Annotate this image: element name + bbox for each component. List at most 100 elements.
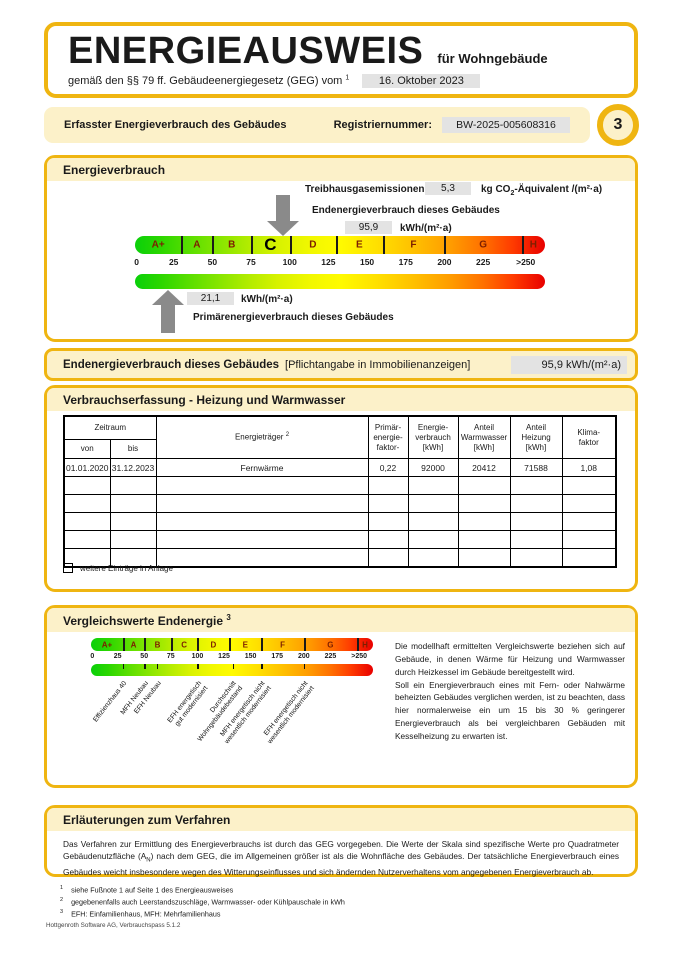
footnote-text: EFH: Einfamilienhaus, MFH: Mehrfamilienh… xyxy=(71,909,221,919)
page-number-badge: 3 xyxy=(597,104,639,146)
end-energy-value-field: 95,9 xyxy=(345,221,392,234)
scale-tick: 100 xyxy=(191,653,204,660)
mandatory-value-field: 95,9 kWh/(m²·a) xyxy=(511,355,627,374)
table-cell-empty xyxy=(367,476,409,495)
efficiency-class-bar: A+ A B C D E F G H xyxy=(135,235,545,254)
scale-separator xyxy=(303,638,306,651)
comparison-notch xyxy=(156,664,159,669)
col-header-pef: Primär- energie- faktor- xyxy=(367,415,409,459)
col-header-von: von xyxy=(63,439,111,459)
band-label: Erfasster Energieverbrauch des Gebäudes xyxy=(64,119,287,131)
more-entries-checkbox[interactable] xyxy=(63,563,73,573)
comparison-notch xyxy=(197,664,199,669)
section-title-vergleichswerte: Vergleichswerte Endenergie 3 xyxy=(47,608,635,632)
scale-class-H: H xyxy=(529,239,538,251)
consumption-table: Zeitraum Energieträger 2 Primär- energie… xyxy=(63,415,617,568)
scale-tick: 75 xyxy=(246,257,256,267)
col-header-anteil-heizung: Anteil Heizung [kWh] xyxy=(509,415,563,459)
comparison-scale: A+ A B C D E F G H 0 25 50 75 100 125 150 175 200 225 >250… xyxy=(90,638,373,783)
vergleichswerte-body: A+ A B C D E F G H 0 25 50 75 100 125 150 175 200 225 >250… xyxy=(47,632,635,783)
law-date-field: 16. Oktober 2023 xyxy=(362,74,481,88)
section-title-verbrauchserfassung: Verbrauchserfassung - Heizung und Warmwa… xyxy=(47,388,635,411)
footnote-text: siehe Fußnote 1 auf Seite 1 des Energiea… xyxy=(71,885,234,895)
table-cell: 20412 xyxy=(457,458,511,477)
comparison-gradient-bar xyxy=(91,664,373,676)
registry-number-field: BW-2025-005608316 xyxy=(442,117,570,133)
scale-tick: 25 xyxy=(168,257,179,267)
scale-tick: 225 xyxy=(324,653,337,660)
title-row: ENERGIEAUSWEIS für Wohngebäude xyxy=(68,30,548,72)
section-verbrauchserfassung: Verbrauchserfassung - Heizung und Warmwa… xyxy=(44,385,638,592)
table-cell-empty xyxy=(155,512,369,531)
scale-tick: 100 xyxy=(282,257,297,267)
table-cell-empty xyxy=(109,530,157,549)
table-cell-empty xyxy=(457,494,511,513)
footnote-line: 2 gegebenenfalls auch Leerstandszuschläge… xyxy=(60,896,345,908)
table-cell-empty xyxy=(155,548,369,568)
primary-energy-gradient-bar xyxy=(135,274,545,289)
explanation-paragraph: Das Verfahren zur Ermittlung des Energie… xyxy=(63,839,619,878)
scale-separator xyxy=(181,236,184,254)
table-cell-empty xyxy=(155,530,369,549)
table-row xyxy=(63,512,617,531)
comparison-labels: Effizienzhaus 40 MFH Neubau EFH Neubau EFH … xyxy=(91,680,373,780)
table-cell-empty xyxy=(407,530,459,549)
table-row xyxy=(63,548,617,568)
table-cell: 71588 xyxy=(509,458,563,477)
table-cell: 0,22 xyxy=(367,458,409,477)
table-cell-empty xyxy=(155,494,369,513)
comparison-notch xyxy=(261,664,263,669)
header-box: ENERGIEAUSWEIS für Wohngebäude gemäß den… xyxy=(44,22,638,98)
table-cell-empty xyxy=(63,530,111,549)
page-title: ENERGIEAUSWEIS xyxy=(68,30,424,72)
scale-class-B: B xyxy=(228,239,236,251)
col-header-anteil-warmwasser: Anteil Warmwasser [kWh] xyxy=(457,415,511,459)
table-cell-empty xyxy=(457,530,511,549)
section-energieverbrauch: Energieverbrauch Treibhausgasemissionen … xyxy=(44,155,638,342)
mandatory-note: [Pflichtangabe in Immobilienanzeigen] xyxy=(285,358,471,371)
table-cell-empty xyxy=(407,476,459,495)
section-vergleichswerte: Vergleichswerte Endenergie 3 A+ A B C D E F G H … xyxy=(44,605,638,788)
mandatory-value-band: Endenergieverbrauch dieses Gebäudes [Pfl… xyxy=(44,348,638,381)
table-cell-empty xyxy=(407,512,459,531)
comparison-text: Die modellhaft ermittelten Vergleichswer… xyxy=(395,640,625,743)
primary-energy-unit: kWh/(m²·a) xyxy=(241,294,293,305)
table-cell-empty xyxy=(367,530,409,549)
comparison-paragraph-2: Soll ein Energieverbrauch eines mit Fern… xyxy=(395,679,625,742)
comparison-scale-ticks: 0 25 50 75 100 125 150 175 200 225 >250 xyxy=(90,653,373,663)
scale-class-E: E xyxy=(355,239,363,251)
scale-class-A: A xyxy=(130,640,137,649)
comparison-class-bar: A+ A B C D E F G H xyxy=(91,638,373,651)
table-cell: 92000 xyxy=(407,458,459,477)
scale-separator xyxy=(212,236,215,254)
scale-class-H: H xyxy=(362,640,368,649)
scale-class-E: E xyxy=(242,640,248,649)
col-header-bis: bis xyxy=(109,439,157,459)
scale-separator xyxy=(521,236,524,254)
scale-separator xyxy=(144,638,147,651)
scale-tick: 50 xyxy=(140,653,149,660)
table-cell-empty xyxy=(509,476,563,495)
scale-tick: 150 xyxy=(359,257,375,267)
comparison-label-text: Effizienzhaus 40 xyxy=(92,680,129,724)
footnote-line: 3 EFH: Einfamilienhaus, MFH: Mehrfamilien… xyxy=(60,908,345,920)
table-cell-empty xyxy=(109,494,157,513)
law-footnote-ref: 1 xyxy=(345,74,350,82)
table-cell-empty xyxy=(509,512,563,531)
table-cell-empty xyxy=(561,476,617,495)
scale-separator xyxy=(261,638,264,651)
scale-class-D: D xyxy=(210,640,217,649)
energy-scale: A+ A B C D E F G H 0 25 50 75 100 125 150 175 200 225 >250 xyxy=(134,181,545,336)
table-cell-empty xyxy=(457,548,511,568)
table-cell-empty xyxy=(509,548,563,568)
table-cell-empty xyxy=(367,512,409,531)
col-header-verbrauch: Energie- verbrauch [kWh] xyxy=(407,415,459,459)
comparison-paragraph-1: Die modellhaft ermittelten Vergleichswer… xyxy=(395,641,625,677)
registry-number-label: Registriernummer: xyxy=(333,119,432,131)
scale-separator xyxy=(289,236,292,254)
table-row xyxy=(63,476,617,495)
table-cell: Fernwärme xyxy=(155,458,369,477)
comparison-notch xyxy=(303,664,306,669)
scale-tick: 200 xyxy=(437,257,452,267)
table-cell-empty xyxy=(109,476,157,495)
